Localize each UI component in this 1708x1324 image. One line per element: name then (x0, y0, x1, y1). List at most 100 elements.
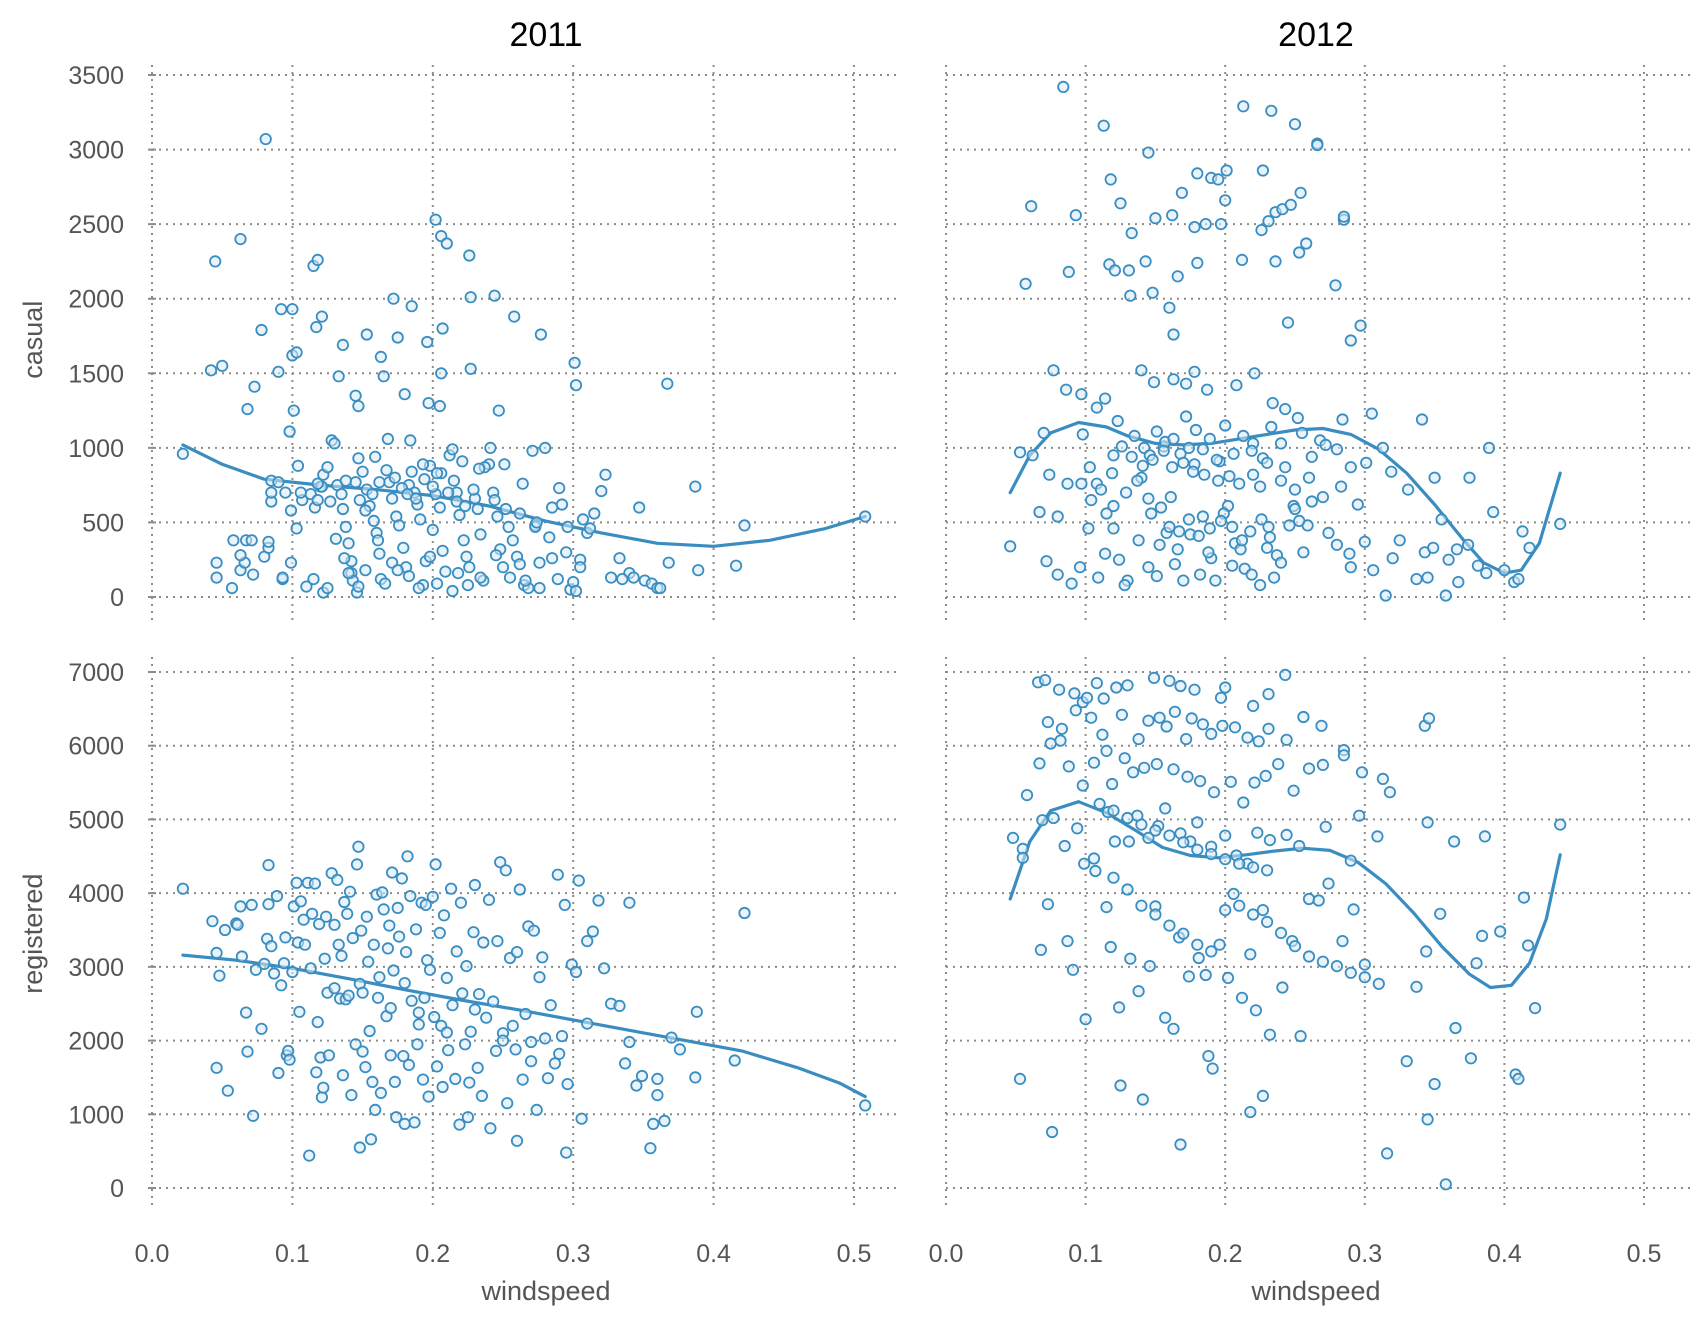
data-point (1415, 413, 1429, 426)
data-point (1219, 853, 1232, 866)
data-point (1305, 495, 1318, 508)
data-point (1262, 722, 1275, 735)
data-point (312, 917, 326, 931)
data-point (1262, 687, 1275, 701)
data-point (1100, 744, 1113, 758)
data-point (464, 291, 477, 304)
data-point (1096, 728, 1109, 741)
data-point (627, 571, 640, 584)
x-tick-label: 0.1 (1068, 1240, 1103, 1268)
data-point (300, 580, 313, 593)
data-point (533, 971, 546, 984)
data-point (247, 568, 260, 581)
data-point (279, 931, 292, 944)
data-point (519, 574, 532, 587)
data-point (1329, 279, 1342, 292)
x-axis-label: windspeed (1250, 1276, 1380, 1306)
data-point (1118, 578, 1131, 592)
data-point (1265, 420, 1278, 434)
data-point (477, 936, 490, 949)
data-point (401, 850, 414, 863)
data-point (1194, 774, 1207, 788)
trend-group-2011-registered (181, 953, 867, 1099)
data-point (275, 303, 288, 316)
x-tick-label: 0.5 (1627, 1240, 1662, 1268)
data-point (359, 564, 372, 577)
data-point (234, 900, 247, 913)
data-point (1439, 589, 1452, 602)
data-point (336, 338, 349, 351)
data-point (391, 901, 404, 915)
data-point (1295, 426, 1309, 439)
data-point (376, 886, 389, 899)
grid-2011-registered (151, 657, 900, 1210)
data-point (1154, 501, 1168, 514)
data-point (385, 492, 399, 505)
data-point (308, 877, 321, 890)
data-point (553, 481, 566, 495)
data-point (1113, 1001, 1126, 1014)
data-point (426, 480, 439, 493)
data-point (1255, 513, 1268, 526)
data-point (1107, 871, 1120, 884)
data-point (1226, 520, 1239, 534)
data-point (1150, 757, 1163, 771)
data-point (210, 1061, 223, 1074)
data-point (1203, 432, 1216, 445)
data-point (1177, 927, 1190, 940)
data-point (1302, 471, 1316, 484)
data-point (1233, 857, 1246, 870)
data-point (1393, 534, 1406, 547)
data-point (293, 1005, 306, 1018)
data-point (1280, 733, 1293, 746)
data-point (435, 367, 448, 380)
data-point (446, 584, 459, 598)
data-point (534, 328, 548, 341)
data-point (513, 507, 526, 520)
data-point (395, 872, 408, 885)
data-point (1262, 215, 1275, 228)
data-point (1410, 572, 1423, 586)
data-point (553, 1047, 566, 1060)
data-point (519, 1007, 532, 1021)
data-point (294, 486, 307, 499)
data-point (402, 1058, 415, 1072)
data-point (440, 1026, 453, 1039)
data-point (409, 923, 423, 936)
data-point (1315, 719, 1328, 732)
data-point (1128, 429, 1141, 442)
data-point (1118, 752, 1131, 765)
data-point (216, 359, 229, 372)
data-point (328, 918, 341, 931)
data-point (1316, 758, 1330, 772)
data-point (1142, 492, 1155, 505)
data-point (502, 520, 515, 534)
data-point (276, 571, 289, 584)
data-point (1428, 471, 1441, 484)
y-tick-label: 2000 (68, 286, 124, 314)
data-point (1358, 958, 1371, 971)
data-point (1149, 212, 1162, 225)
data-point (1233, 477, 1246, 490)
data-point (1188, 365, 1201, 378)
data-point (1247, 468, 1260, 481)
data-point (1013, 446, 1027, 459)
data-point (399, 945, 413, 959)
data-point (1293, 246, 1306, 259)
data-point (597, 962, 611, 975)
data-point (576, 513, 590, 526)
data-point (1069, 704, 1082, 717)
data-point (391, 564, 404, 577)
data-point (1319, 438, 1332, 451)
data-point (1335, 480, 1348, 493)
data-point (1219, 903, 1232, 917)
data-point (392, 519, 406, 532)
data-point (1205, 727, 1218, 741)
data-point (464, 362, 477, 375)
data-point (398, 976, 411, 990)
panel-title: 2011 (509, 16, 582, 54)
data-point (1221, 971, 1235, 985)
data-point (210, 571, 223, 584)
data-point (1448, 835, 1461, 848)
data-point (225, 581, 239, 595)
